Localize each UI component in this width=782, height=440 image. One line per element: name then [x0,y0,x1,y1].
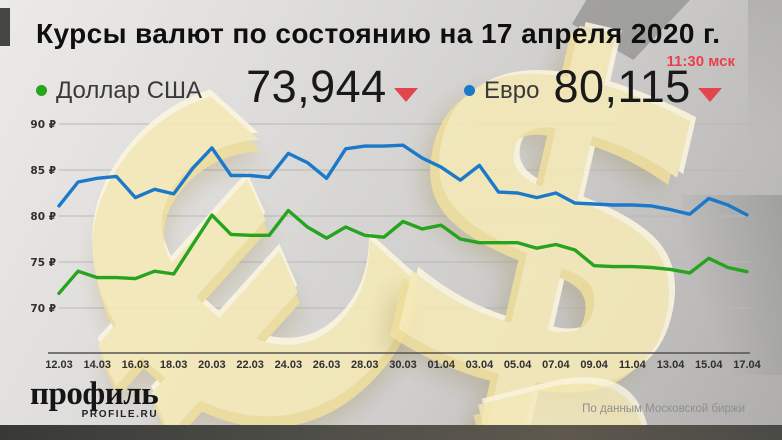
eur-down-triangle-icon [697,87,722,102]
usd-dot-icon [36,85,47,96]
bottom-strip [0,425,782,440]
eur-dot-icon [464,85,475,96]
legend-usd: Доллар США 73,944 [36,61,418,113]
bg-shade-right-top [748,0,782,140]
timestamp: 11:30 мск [666,53,735,70]
x-tick-label: 12.03 [45,359,73,371]
usd-label: Доллар США [56,76,203,104]
chart-legend: Доллар США 73,944 Евро 80,115 [0,61,782,118]
eur-label: Евро [484,76,540,104]
logo-url: PROFILE.RU [81,409,159,421]
page-title: Курсы валют по состоянию на 17 апреля 20… [36,18,721,49]
bg-shade-left-edge [0,8,10,46]
legend-eur: Евро 80,115 [464,61,722,113]
profil-logo: профиль PROFILE.RU [30,376,159,421]
source-caption: По данным Московской биржи [582,403,745,415]
logo-wordmark: профиль [30,376,159,412]
usd-value: 73,944 [246,61,387,112]
eur-value: 80,115 [553,61,691,112]
usd-down-triangle-icon [393,87,418,102]
